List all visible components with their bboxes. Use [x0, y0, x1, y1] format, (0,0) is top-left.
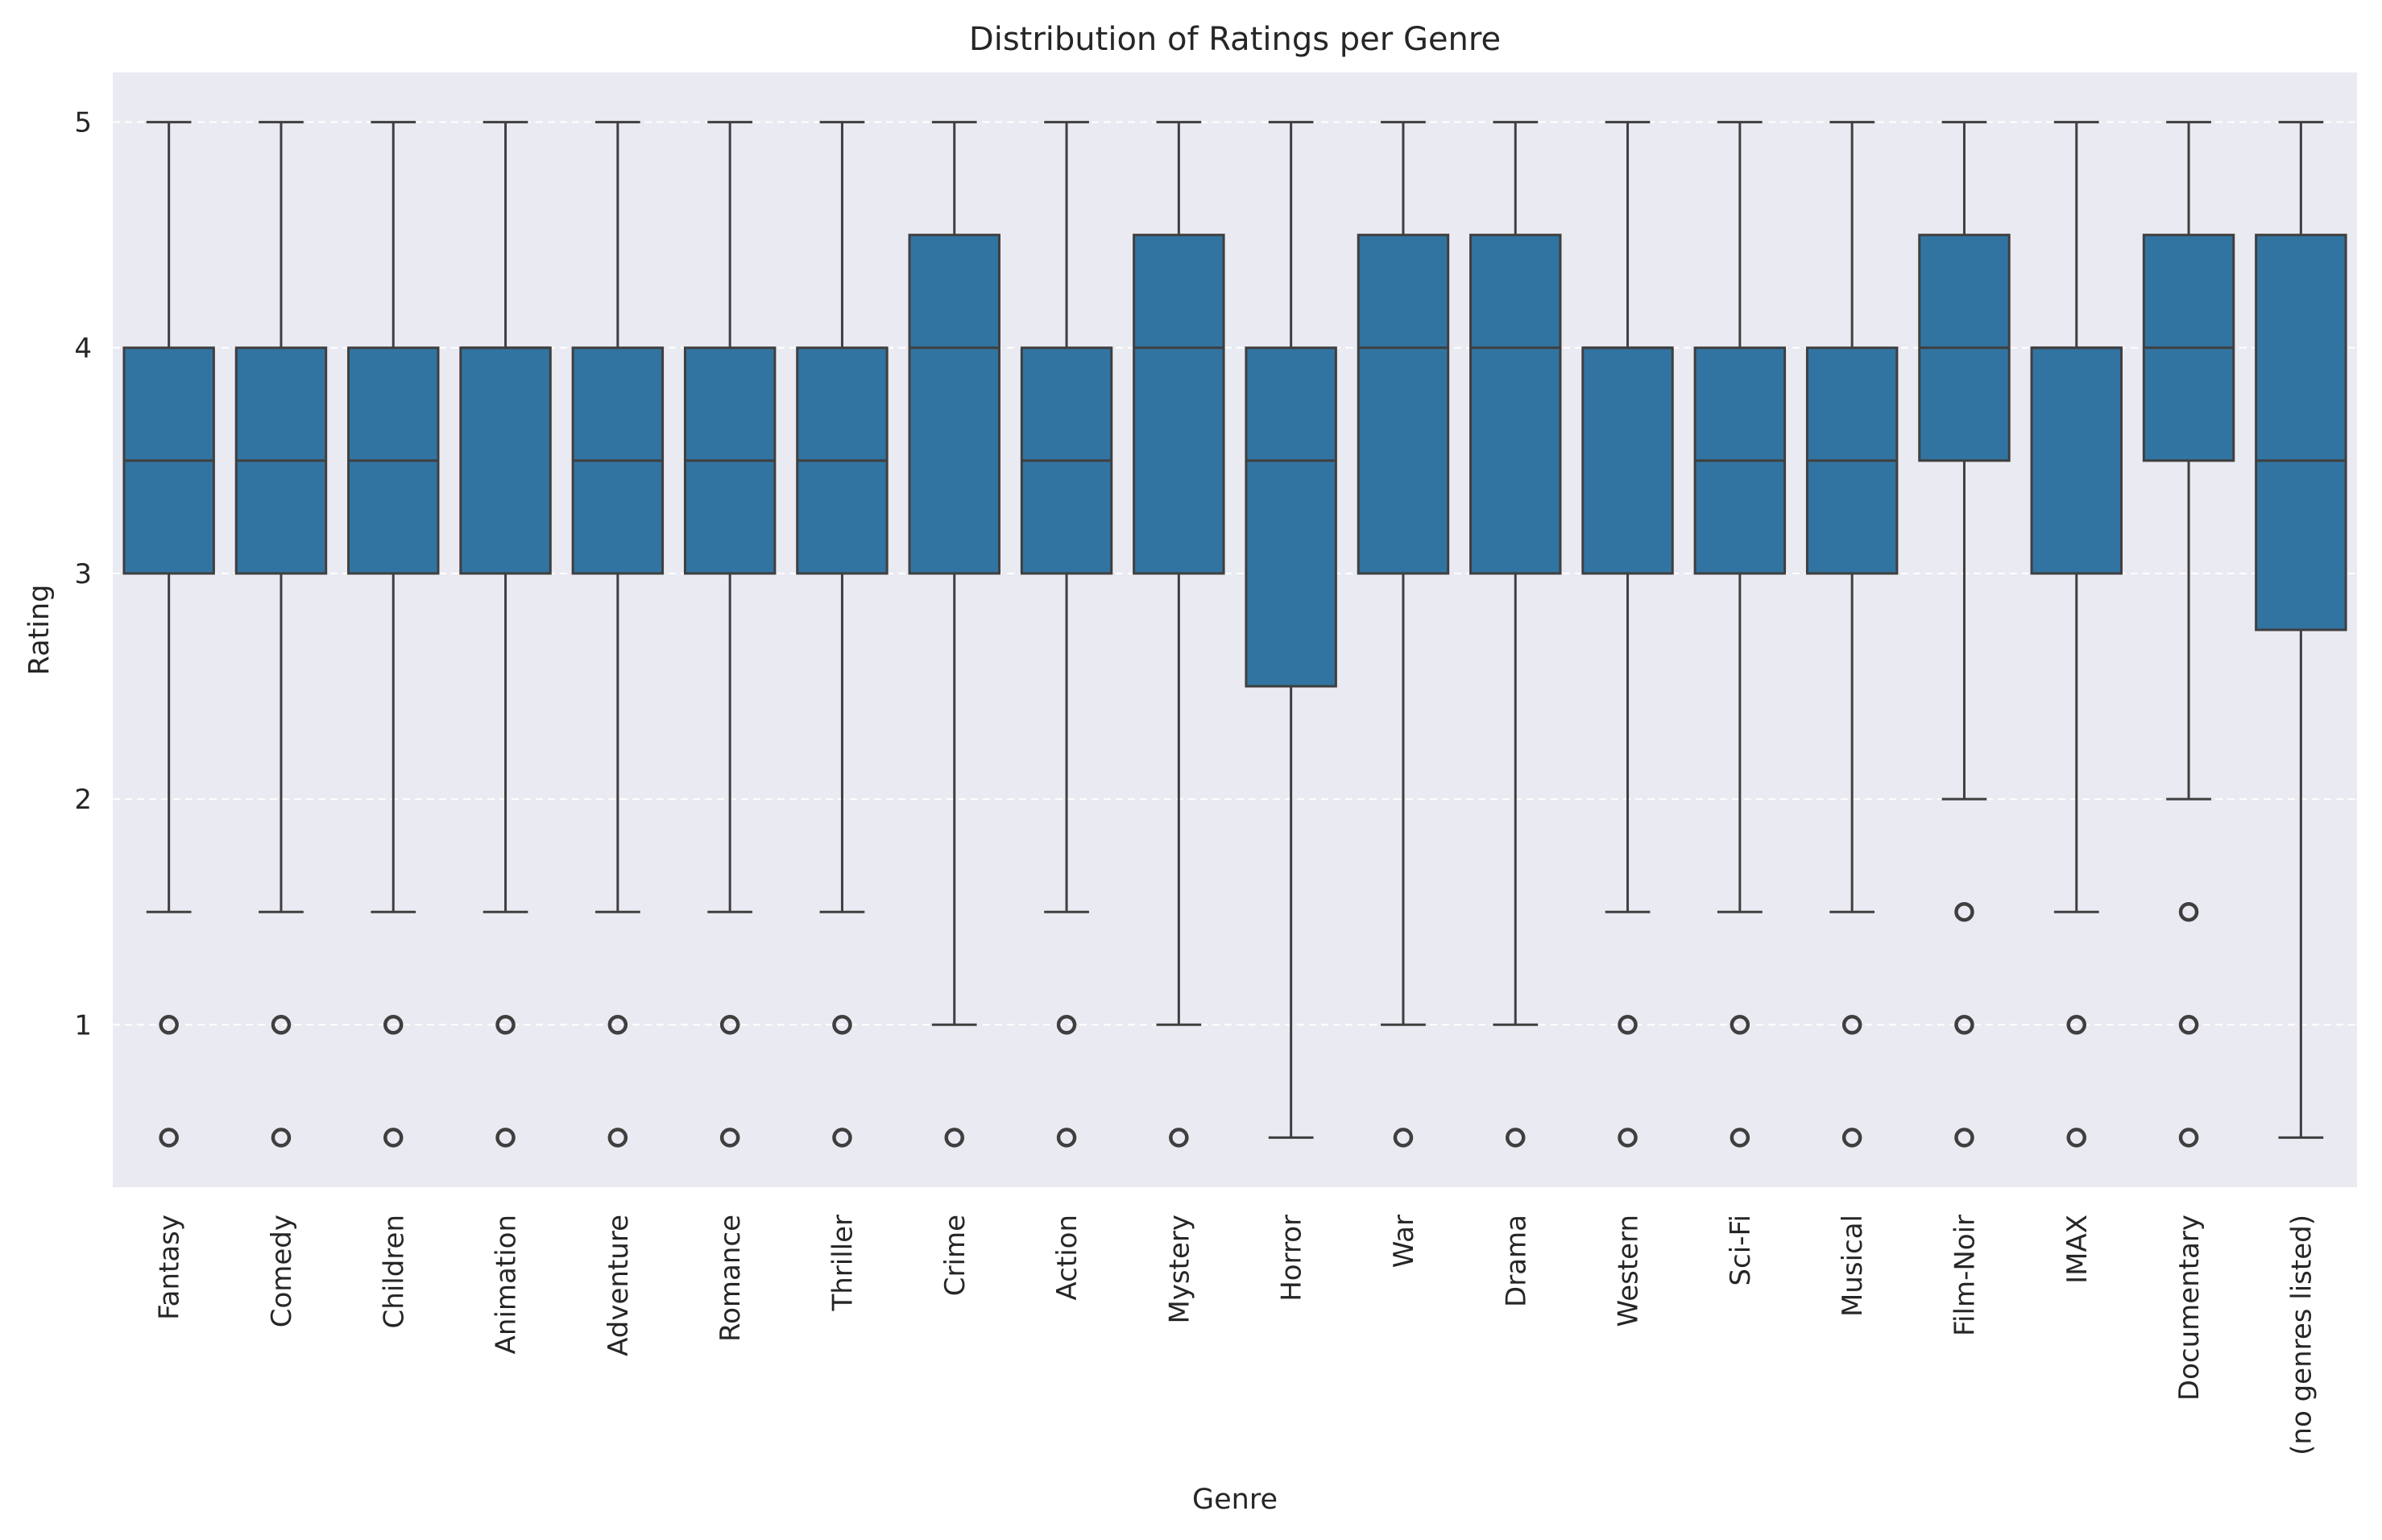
outlier-point — [1730, 1128, 1750, 1148]
x-tick-label: Comedy — [266, 1215, 298, 1327]
box-group-8 — [1020, 121, 1113, 1148]
chart-title: Distribution of Ratings per Genre — [969, 21, 1501, 58]
x-tick-label: Sci-Fi — [1725, 1215, 1757, 1286]
x-tick-label: Documentary — [2173, 1215, 2206, 1401]
box-group-16 — [1918, 121, 2011, 1148]
outlier-point — [1841, 1015, 1862, 1035]
boxes — [122, 121, 2347, 1148]
x-tick-label: Action — [1051, 1215, 1083, 1300]
box-group-2 — [347, 121, 440, 1148]
outlier-point — [1056, 1128, 1077, 1148]
x-tick-label: Romance — [715, 1215, 747, 1342]
outlier-point — [832, 1128, 852, 1148]
y-tick-labels: 1 2 3 4 5 — [74, 107, 92, 1042]
outlier-point — [1954, 1015, 1974, 1035]
outlier-point — [2178, 1128, 2199, 1148]
box-group-19 — [2255, 121, 2347, 1139]
x-tick-label: War — [1388, 1215, 1420, 1268]
outlier-point — [1618, 1015, 1638, 1035]
box — [908, 234, 1000, 575]
x-tick-label: Children — [378, 1215, 410, 1328]
outlier-point — [607, 1128, 628, 1148]
outlier-point — [1618, 1128, 1638, 1148]
x-tick-label: Mystery — [1163, 1215, 1195, 1324]
outlier-point — [383, 1015, 404, 1035]
outlier-point — [495, 1128, 516, 1148]
box-group-18 — [2142, 121, 2235, 1148]
box-group-1 — [234, 121, 328, 1148]
box — [1581, 346, 1674, 575]
outlier-point — [2178, 901, 2199, 922]
outlier-point — [2178, 1015, 2199, 1035]
outlier-point — [271, 1128, 292, 1148]
box-group-10 — [1245, 121, 1337, 1139]
x-axis-label: Genre — [1192, 1484, 1278, 1516]
box — [2255, 234, 2347, 631]
box-group-12 — [1469, 121, 1562, 1148]
box — [1133, 234, 1225, 575]
box-group-5 — [683, 121, 777, 1148]
y-tick-label: 2 — [74, 784, 92, 816]
x-tick-label: Drama — [1500, 1215, 1532, 1307]
outlier-point — [719, 1015, 740, 1035]
outlier-point — [159, 1128, 179, 1148]
outlier-point — [2066, 1015, 2086, 1035]
outlier-point — [2066, 1128, 2086, 1148]
x-tick-label: IMAX — [2061, 1215, 2094, 1284]
box — [1469, 234, 1562, 575]
outlier-point — [607, 1015, 628, 1035]
box-group-11 — [1357, 121, 1450, 1148]
outlier-point — [1393, 1128, 1414, 1148]
outlier-point — [1954, 1128, 1974, 1148]
x-tick-label: Fantasy — [154, 1215, 186, 1320]
plot-area — [113, 72, 2357, 1187]
outlier-point — [1954, 901, 1974, 922]
x-tick-label: Western — [1613, 1215, 1645, 1327]
box-group-17 — [2030, 121, 2123, 1148]
x-tick-label: Musical — [1837, 1215, 1869, 1317]
x-tick-label: Crime — [939, 1215, 971, 1296]
box-group-13 — [1581, 121, 1674, 1148]
outlier-point — [159, 1015, 179, 1035]
box-group-9 — [1133, 121, 1225, 1148]
box — [1357, 234, 1450, 575]
outlier-point — [383, 1128, 404, 1148]
outlier-point — [944, 1128, 964, 1148]
x-tick-label: Thriller — [826, 1215, 859, 1312]
x-tick-labels: Fantasy Comedy Children Animation Adventure R… — [154, 1215, 2318, 1455]
x-tick-label: Adventure — [603, 1215, 635, 1356]
outlier-point — [1506, 1128, 1526, 1148]
box-group-7 — [908, 121, 1000, 1148]
box-group-14 — [1693, 121, 1787, 1148]
outlier-point — [719, 1128, 740, 1148]
outlier-point — [495, 1015, 516, 1035]
box-group-15 — [1805, 121, 1899, 1148]
box — [2030, 346, 2123, 575]
outlier-point — [271, 1015, 292, 1035]
box-group-4 — [571, 121, 665, 1148]
x-tick-label: Animation — [491, 1215, 523, 1354]
x-tick-label: Film-Noir — [1949, 1215, 1981, 1336]
y-tick-label: 1 — [74, 1009, 92, 1041]
box-group-0 — [122, 121, 215, 1148]
outlier-point — [832, 1015, 852, 1035]
box — [1245, 346, 1337, 688]
outlier-point — [1841, 1128, 1862, 1148]
outlier-point — [1169, 1128, 1189, 1148]
x-tick-label: Horror — [1276, 1215, 1308, 1302]
outlier-point — [1730, 1015, 1750, 1035]
y-tick-label: 5 — [74, 107, 92, 139]
box — [459, 346, 552, 575]
outlier-point — [1056, 1015, 1077, 1035]
y-tick-label: 4 — [74, 333, 92, 365]
box-group-3 — [459, 121, 552, 1148]
y-axis-label: Rating — [23, 585, 56, 676]
x-tick-label: (no genres listed) — [2285, 1215, 2318, 1455]
y-tick-label: 3 — [74, 558, 92, 590]
box-group-6 — [796, 121, 889, 1148]
